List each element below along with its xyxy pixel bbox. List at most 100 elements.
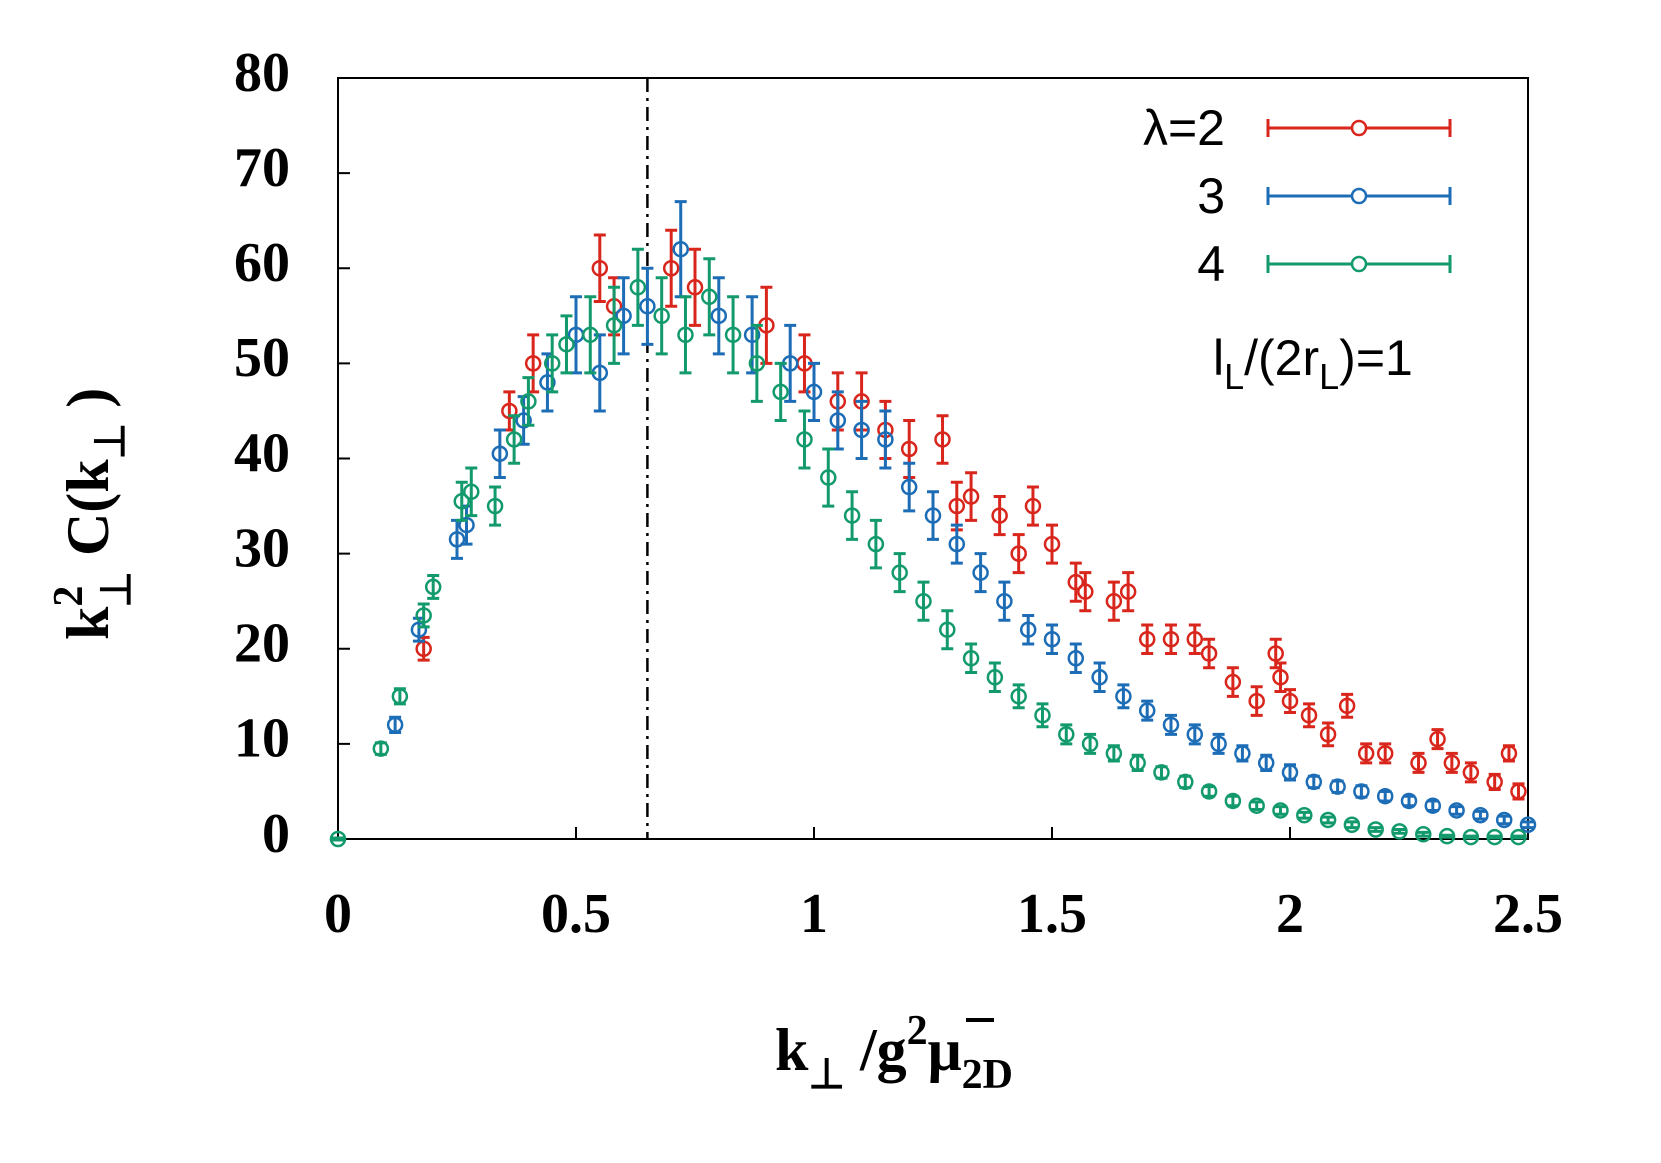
legend-sample-point	[1350, 255, 1368, 273]
error-bar	[1369, 826, 1382, 833]
point	[1472, 806, 1489, 824]
point	[1391, 823, 1408, 840]
y-tick-label: 0	[262, 803, 290, 865]
error-bar	[988, 661, 1001, 694]
point	[915, 592, 932, 610]
error-bar	[1165, 623, 1177, 656]
point	[662, 260, 680, 277]
error-bar	[1046, 623, 1058, 656]
point	[391, 688, 409, 705]
point	[1234, 745, 1251, 762]
x-label-part: /g	[845, 1017, 907, 1083]
point	[1281, 764, 1299, 781]
point	[1495, 811, 1513, 829]
point	[605, 317, 623, 334]
point	[1248, 797, 1265, 814]
error-bar	[546, 333, 559, 394]
error-bar	[1107, 580, 1120, 622]
point	[1443, 754, 1461, 772]
point	[1138, 702, 1156, 719]
point	[1462, 764, 1480, 781]
error-bar	[665, 228, 678, 308]
error-bar	[917, 580, 930, 622]
point	[677, 326, 694, 344]
point	[458, 516, 475, 534]
point	[986, 669, 1004, 686]
error-bar	[712, 276, 725, 356]
point	[591, 260, 609, 277]
point	[1500, 745, 1518, 762]
point	[686, 279, 704, 296]
annotation-part: L	[1319, 356, 1339, 397]
point	[1357, 745, 1375, 762]
x-tick-label: 2	[1276, 883, 1304, 945]
error-bar	[1226, 794, 1239, 808]
error-bar	[893, 552, 906, 594]
legend-sample-point	[1350, 119, 1368, 137]
error-bar	[1441, 833, 1454, 839]
point	[448, 531, 466, 548]
error-bar	[1188, 623, 1201, 656]
error-bar	[1274, 805, 1287, 816]
error-bar	[570, 295, 582, 375]
point	[1162, 630, 1180, 648]
point	[1376, 745, 1394, 762]
point	[1272, 802, 1289, 819]
point	[520, 393, 537, 410]
error-bar	[879, 409, 892, 470]
point	[1319, 811, 1337, 829]
error-bar	[1069, 642, 1082, 675]
point	[1077, 583, 1094, 600]
point	[615, 307, 632, 325]
point	[972, 564, 989, 581]
point	[1448, 802, 1465, 819]
point	[1200, 645, 1218, 662]
x-label-part: 2	[907, 1008, 928, 1054]
x-label-part: μ	[928, 1017, 962, 1083]
error-bar	[846, 490, 859, 541]
point	[820, 469, 837, 486]
point	[962, 488, 980, 505]
point	[1343, 816, 1361, 833]
point	[1272, 669, 1289, 686]
point	[1091, 669, 1108, 686]
point	[539, 374, 556, 391]
error-bar	[936, 414, 949, 465]
error-bar	[703, 257, 716, 337]
point	[1138, 630, 1156, 648]
point	[1486, 828, 1503, 846]
error-bar	[1122, 571, 1135, 613]
error-bar	[1226, 666, 1239, 698]
error-bar	[1450, 805, 1463, 816]
point	[372, 740, 390, 757]
point	[672, 240, 689, 258]
error-bar	[560, 314, 573, 375]
point	[639, 298, 656, 315]
point	[1510, 828, 1527, 846]
point	[853, 421, 870, 439]
error-bar	[965, 471, 978, 522]
point	[1129, 754, 1146, 772]
point	[1224, 792, 1242, 810]
annotation-part: )=1	[1339, 330, 1413, 386]
point	[1353, 783, 1370, 800]
y-label-part: )	[55, 388, 121, 423]
error-bar	[508, 414, 521, 465]
error-bar	[679, 295, 692, 375]
point	[1043, 630, 1061, 648]
error-bar	[584, 295, 597, 375]
point	[463, 483, 480, 501]
error-bar	[451, 518, 463, 560]
point	[1376, 787, 1394, 805]
point	[939, 621, 956, 638]
error-bar	[593, 233, 606, 304]
point	[772, 383, 789, 401]
error-bar	[608, 285, 621, 365]
error-bar	[1393, 827, 1406, 835]
error-bar	[617, 276, 630, 356]
point	[1338, 697, 1356, 715]
point	[1224, 673, 1242, 691]
x-tick-label: 2.5	[1493, 883, 1563, 945]
point	[1200, 783, 1218, 800]
point	[796, 431, 813, 448]
